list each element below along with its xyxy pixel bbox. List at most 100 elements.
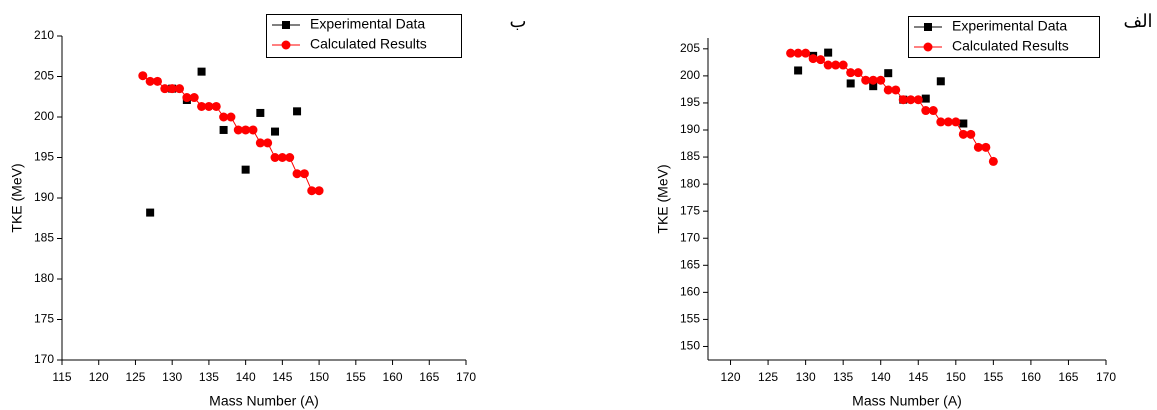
data-point [786,48,796,58]
legend: Experimental Data Calculated Results [908,16,1100,58]
data-point [145,76,155,86]
y-tick-label: 170 [680,230,700,244]
data-point [256,108,265,117]
y-tick-label: 180 [34,271,54,285]
x-tick-label: 170 [456,370,476,384]
data-point [853,68,863,78]
data-point [146,208,155,217]
y-tick-label: 205 [680,41,700,55]
legend-label: Calculated Results [310,36,427,52]
data-point [981,142,991,152]
data-point [204,101,214,111]
y-tick-label: 150 [680,339,700,353]
data-point [226,112,236,122]
data-point [808,54,818,64]
legend-label: Experimental Data [310,16,425,32]
data-point [943,117,953,127]
x-tick-label: 140 [236,370,256,384]
x-tick-label: 125 [125,370,145,384]
data-point [271,127,280,136]
x-tick-label: 155 [346,370,366,384]
y-tick-label: 200 [34,109,54,123]
data-point [801,48,811,58]
legend-marker [924,23,932,31]
x-tick-label: 135 [199,370,219,384]
data-point [299,169,309,179]
legend-box [908,16,1100,58]
data-point [906,95,916,105]
x-tick-label: 160 [383,370,403,384]
data-point [248,125,258,135]
data-point [861,75,871,85]
y-tick-label: 180 [680,176,700,190]
data-point [973,142,983,152]
y-tick-label: 160 [680,285,700,299]
data-point [793,48,803,58]
x-tick-label: 120 [721,370,741,384]
data-point [219,112,229,122]
annotation: الف [1123,11,1152,32]
data-point [255,138,265,148]
data-point [152,76,162,86]
data-point [197,101,207,111]
x-tick-label: 165 [419,370,439,384]
x-tick-label: 115 [52,370,71,384]
y-tick-label: 175 [680,203,700,217]
legend-marker [923,42,933,52]
x-tick-label: 130 [796,370,816,384]
data-point [988,156,998,166]
data-point [138,71,148,81]
x-axis-label: Mass Number (A) [209,393,319,409]
data-point [928,106,938,116]
data-point [936,117,946,127]
plot-frame [62,36,466,360]
legend-label: Calculated Results [952,38,1069,54]
data-point [263,138,273,148]
x-tick-label: 150 [946,370,966,384]
x-tick-label: 135 [833,370,853,384]
x-tick-label: 145 [908,370,928,384]
data-point [891,85,901,95]
data-point [182,93,192,103]
x-axis-label: Mass Number (A) [852,393,962,409]
data-point [876,75,886,85]
data-point [794,66,803,75]
data-point [898,95,908,105]
x-tick-label: 125 [758,370,778,384]
data-point [175,84,185,94]
x-tick-label: 170 [1096,370,1116,384]
y-axis-label: TKE (MeV) [655,164,671,233]
data-point [966,129,976,139]
data-point [160,84,170,94]
data-point [921,94,930,103]
x-tick-label: 155 [983,370,1003,384]
data-point [241,165,250,174]
data-point [292,169,302,179]
plot-frame [708,38,1106,360]
data-point [869,82,878,91]
legend-marker [281,40,291,50]
y-tick-label: 170 [34,352,54,366]
y-tick-label: 175 [34,312,54,326]
data-point [958,129,968,139]
x-tick-label: 150 [309,370,329,384]
legend: Experimental Data Calculated Results [266,14,462,58]
data-point [921,106,931,116]
data-point [816,55,826,65]
y-tick-label: 205 [34,69,54,83]
y-tick-label: 185 [34,231,54,245]
data-point [868,75,878,85]
data-point [831,60,841,70]
data-point [846,68,856,78]
data-point [233,125,243,135]
x-tick-label: 145 [272,370,292,384]
data-point [277,153,287,162]
y-tick-label: 200 [680,68,700,82]
data-point [913,95,923,105]
data-point [293,107,302,116]
data-point [959,119,968,128]
data-point [838,60,848,70]
data-point [307,186,317,196]
